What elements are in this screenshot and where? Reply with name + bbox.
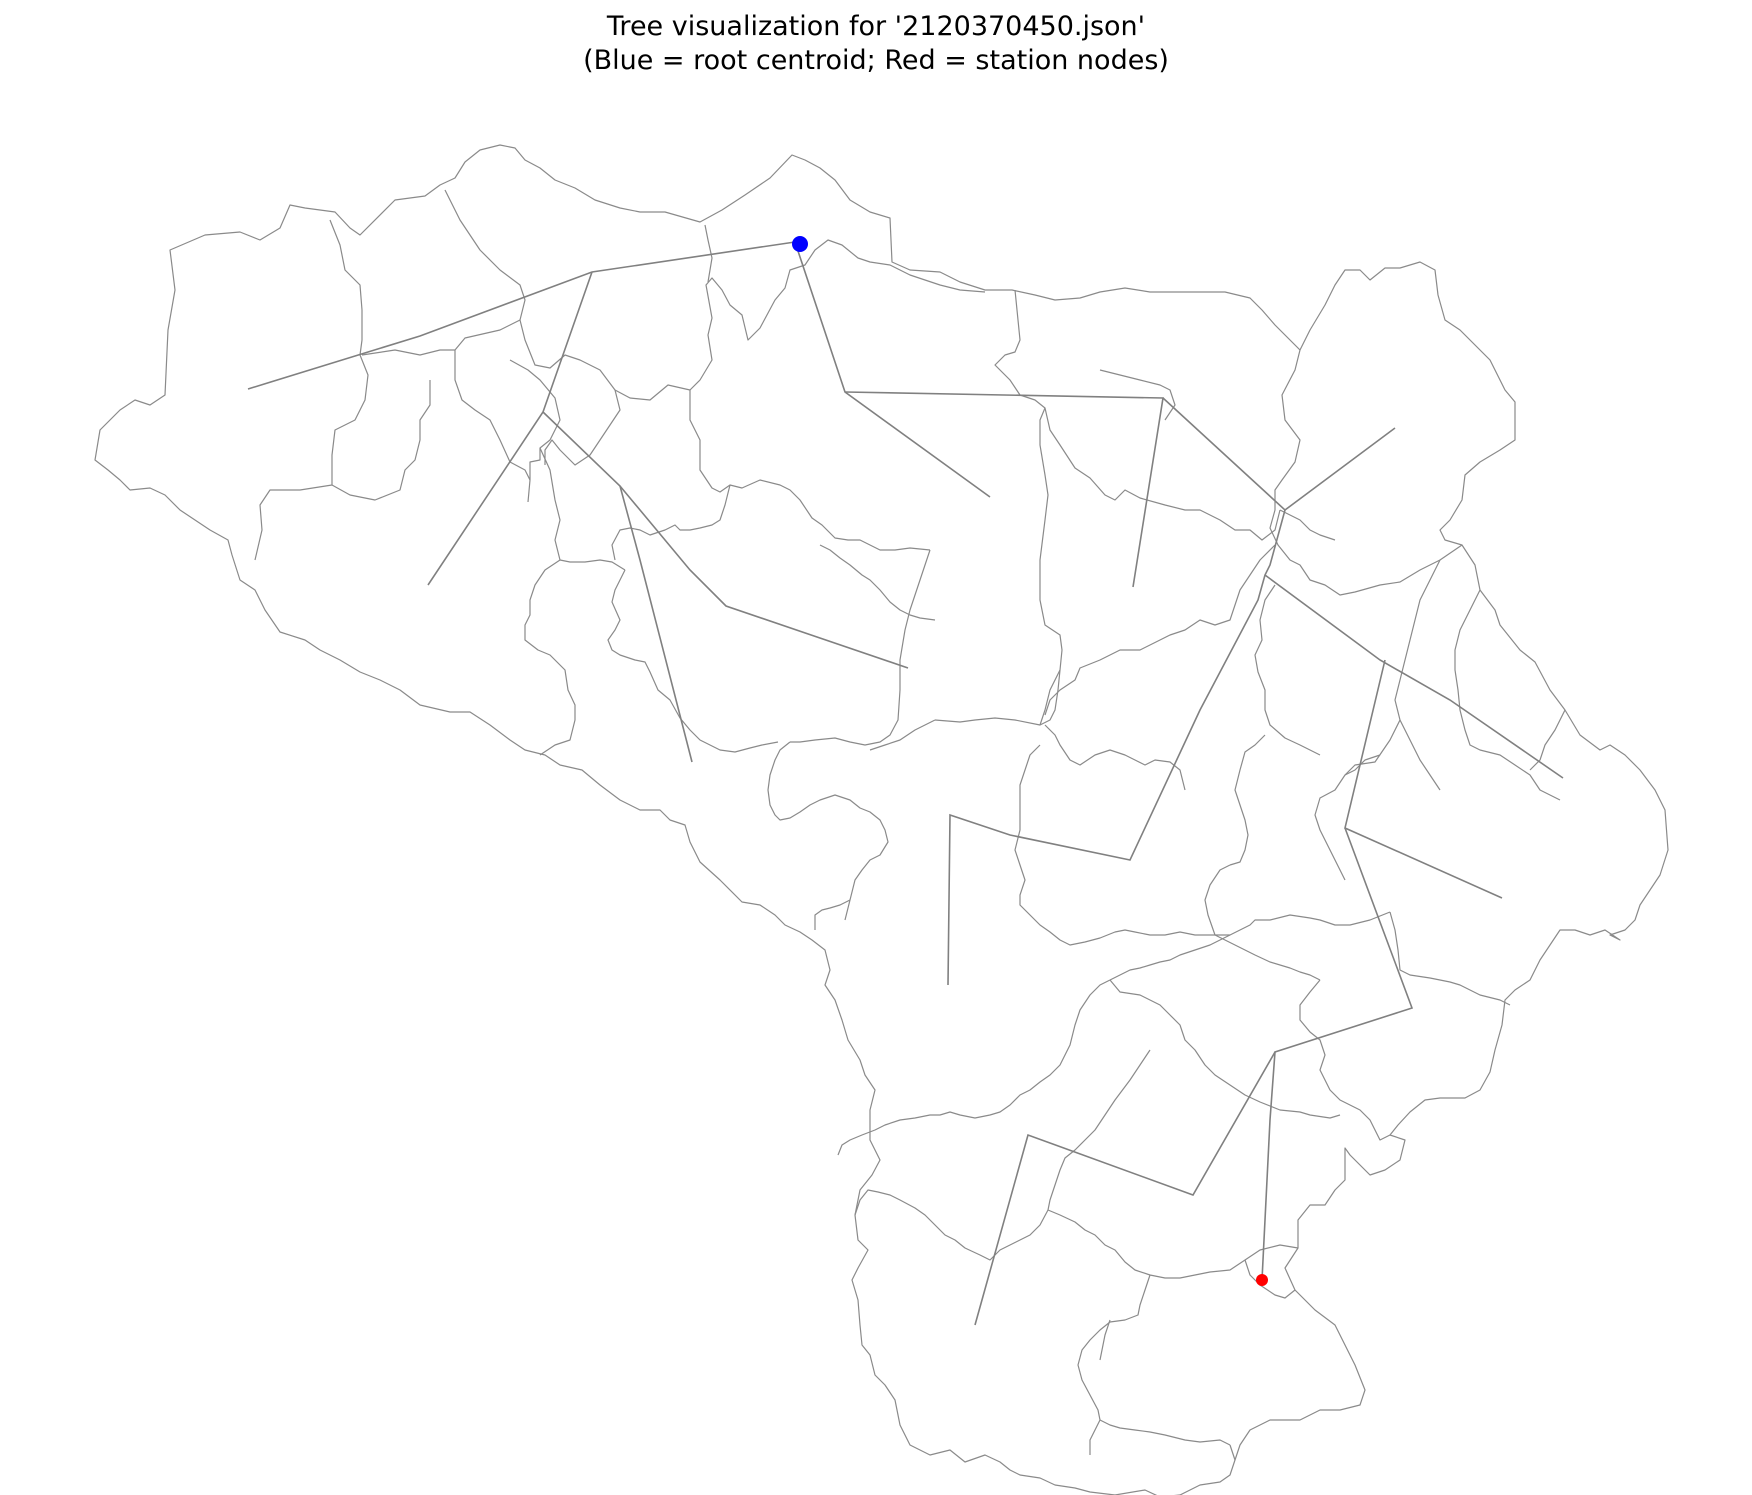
figure-title: Tree visualization for '2120370450.json'… (0, 10, 1752, 78)
title-line-2: (Blue = root centroid; Red = station nod… (583, 45, 1169, 76)
root-centroid-node[interactable] (792, 236, 808, 252)
title-line-1: Tree visualization for '2120370450.json' (606, 11, 1146, 42)
tree-edges (247, 241, 1564, 1326)
sub-basin-boundaries (254, 189, 1566, 1461)
station-node[interactable] (1256, 1274, 1268, 1286)
watershed-outline (94, 144, 1669, 1495)
